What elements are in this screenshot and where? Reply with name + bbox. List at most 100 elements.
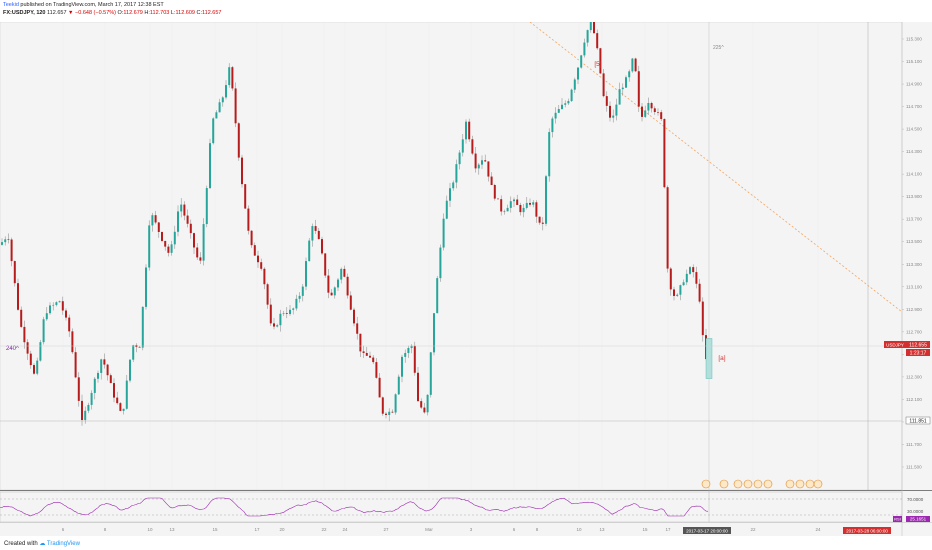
candle-body[interactable] <box>65 310 67 318</box>
candle-body[interactable] <box>263 268 266 285</box>
candle-body[interactable] <box>535 202 538 217</box>
candle-body[interactable] <box>388 411 391 415</box>
event-icon[interactable] <box>719 479 729 489</box>
event-icon[interactable] <box>733 479 743 489</box>
candle-body[interactable] <box>36 360 39 374</box>
candle-body[interactable] <box>74 352 77 378</box>
candle-body[interactable] <box>196 247 199 258</box>
candle-body[interactable] <box>695 272 698 284</box>
candle-body[interactable] <box>308 240 311 262</box>
candle-body[interactable] <box>474 153 477 169</box>
candle-body[interactable] <box>513 199 515 202</box>
candle-body[interactable] <box>471 139 474 154</box>
candle-body[interactable] <box>493 185 496 199</box>
candle-body[interactable] <box>375 362 378 378</box>
candle-body[interactable] <box>321 239 323 254</box>
candle-body[interactable] <box>183 204 186 216</box>
candle-body[interactable] <box>125 380 128 409</box>
candle-body[interactable] <box>148 225 151 268</box>
candle-body[interactable] <box>116 397 119 404</box>
candle-body[interactable] <box>257 255 259 263</box>
event-icon[interactable] <box>785 479 795 489</box>
candle-body[interactable] <box>330 292 333 296</box>
candle-body[interactable] <box>209 143 211 189</box>
candle-body[interactable] <box>378 377 381 398</box>
candle-body[interactable] <box>580 55 583 68</box>
candle-body[interactable] <box>199 257 202 261</box>
candle-body[interactable] <box>381 397 384 414</box>
candle-body[interactable] <box>221 97 224 103</box>
candle-body[interactable] <box>93 378 96 393</box>
trendline[interactable] <box>529 21 903 313</box>
candle-body[interactable] <box>301 286 304 296</box>
candle-body[interactable] <box>669 268 672 290</box>
candle-body[interactable] <box>692 267 695 273</box>
candle-body[interactable] <box>237 123 240 158</box>
candle-body[interactable] <box>266 284 269 305</box>
author-link[interactable]: Teekid <box>3 2 19 8</box>
candle-body[interactable] <box>657 112 659 113</box>
candle-body[interactable] <box>650 103 653 109</box>
candle-body[interactable] <box>612 115 615 118</box>
candle-body[interactable] <box>532 202 535 205</box>
wave-label-a[interactable]: [a] <box>718 355 725 362</box>
candle-body[interactable] <box>289 309 291 314</box>
candle-body[interactable] <box>423 407 426 413</box>
candle-body[interactable] <box>97 372 99 379</box>
candle-body[interactable] <box>90 392 93 405</box>
candle-body[interactable] <box>477 164 480 169</box>
candle-body[interactable] <box>593 21 595 34</box>
candle-body[interactable] <box>58 301 61 303</box>
candle-body[interactable] <box>84 410 87 421</box>
candle-body[interactable] <box>481 160 483 165</box>
candle-body[interactable] <box>689 267 691 274</box>
candle-body[interactable] <box>561 104 563 110</box>
event-icon[interactable] <box>701 479 711 489</box>
candle-body[interactable] <box>234 88 237 124</box>
candle-body[interactable] <box>577 67 579 80</box>
candle-body[interactable] <box>68 317 71 332</box>
candle-body[interactable] <box>625 77 627 88</box>
candle-body[interactable] <box>420 401 423 408</box>
candle-body[interactable] <box>385 413 387 415</box>
chart-area[interactable]: 225^ 115.300 115.100 114.900 114.700 114.500… <box>0 15 932 536</box>
candle-body[interactable] <box>410 345 413 349</box>
candle-body[interactable] <box>170 244 173 253</box>
candle-body[interactable] <box>362 351 365 353</box>
candle-body[interactable] <box>599 48 602 74</box>
candle-body[interactable] <box>663 119 666 188</box>
candle-body[interactable] <box>465 121 467 140</box>
candle-body[interactable] <box>180 204 183 212</box>
candle-body[interactable] <box>545 176 547 224</box>
candle-body[interactable] <box>100 359 103 373</box>
candle-body[interactable] <box>292 308 295 310</box>
candle-body[interactable] <box>391 411 394 413</box>
candle-body[interactable] <box>634 58 637 72</box>
rsi-line[interactable] <box>0 497 709 517</box>
candle-body[interactable] <box>215 112 218 119</box>
candle-body[interactable] <box>529 202 531 205</box>
candle-body[interactable] <box>119 403 122 411</box>
candle-body[interactable] <box>49 305 51 314</box>
candle-body[interactable] <box>359 333 362 352</box>
candle-body[interactable] <box>564 103 567 105</box>
candle-body[interactable] <box>397 376 400 395</box>
candle-body[interactable] <box>436 278 439 314</box>
candle-body[interactable] <box>202 224 205 261</box>
candle-body[interactable] <box>445 200 448 219</box>
candle-body[interactable] <box>173 231 176 245</box>
candle-body[interactable] <box>314 226 317 231</box>
candle-body[interactable] <box>26 342 29 354</box>
candle-body[interactable] <box>154 215 157 223</box>
candle-body[interactable] <box>567 101 570 104</box>
candle-body[interactable] <box>426 394 429 413</box>
candle-body[interactable] <box>484 160 487 162</box>
candle-body[interactable] <box>573 79 576 90</box>
candle-body[interactable] <box>541 222 544 224</box>
candle-body[interactable] <box>151 215 154 226</box>
main-pane[interactable] <box>0 21 903 491</box>
candle-body[interactable] <box>685 273 688 283</box>
event-icon[interactable] <box>753 479 763 489</box>
candle-body[interactable] <box>186 215 189 224</box>
candle-body[interactable] <box>129 359 131 381</box>
